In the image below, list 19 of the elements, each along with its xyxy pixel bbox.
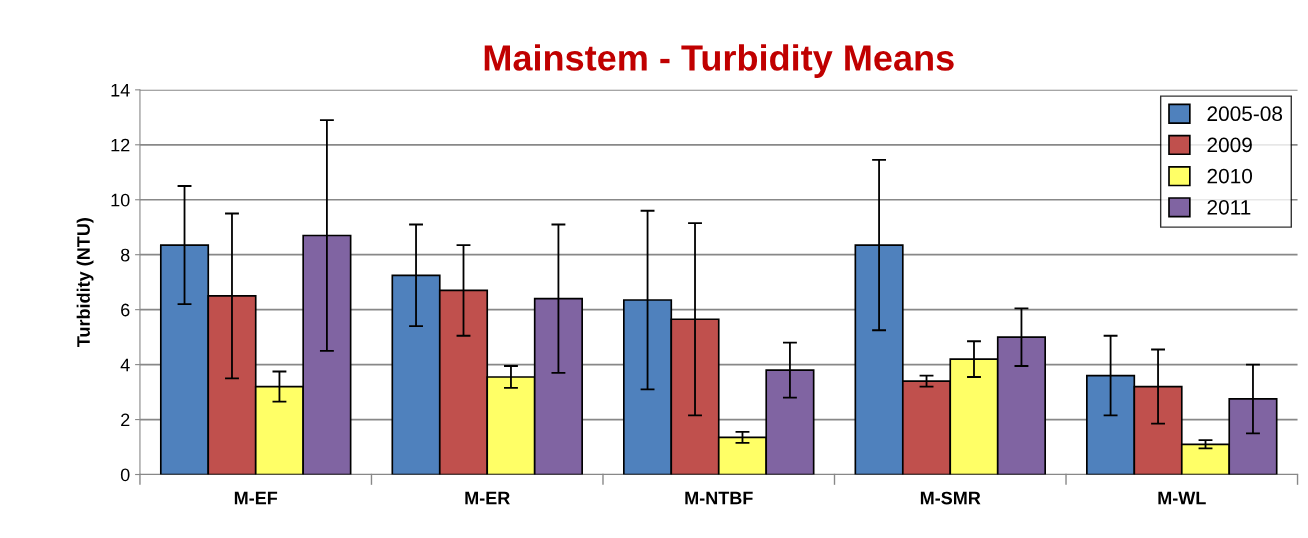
x-tick-label: M-EF <box>234 491 278 505</box>
legend-label: 2009 <box>1207 137 1252 153</box>
x-tick-label: M-WL <box>1158 491 1206 505</box>
legend-label: 2010 <box>1207 168 1253 184</box>
y-tick-label: 12 <box>111 138 130 152</box>
y-axis-title: Turbidity (NTU) <box>76 218 94 347</box>
x-tick-label: M-NTBF <box>685 491 753 505</box>
y-tick-label: 6 <box>121 303 130 317</box>
x-tick-label: M-SMR <box>920 491 981 505</box>
legend-label: 2005-08 <box>1207 106 1283 122</box>
y-tick-label: 0 <box>120 468 130 482</box>
y-tick-label: 10 <box>111 193 130 207</box>
y-tick-label: 2 <box>121 413 130 427</box>
legend-label: 2011 <box>1207 199 1251 215</box>
chart-title: Mainstem - Turbidity Means <box>484 44 954 78</box>
y-tick-label: 4 <box>120 358 130 372</box>
x-tick-label: M-ER <box>465 491 510 505</box>
y-tick-label: 14 <box>111 83 130 97</box>
y-tick-label: 8 <box>120 248 130 262</box>
